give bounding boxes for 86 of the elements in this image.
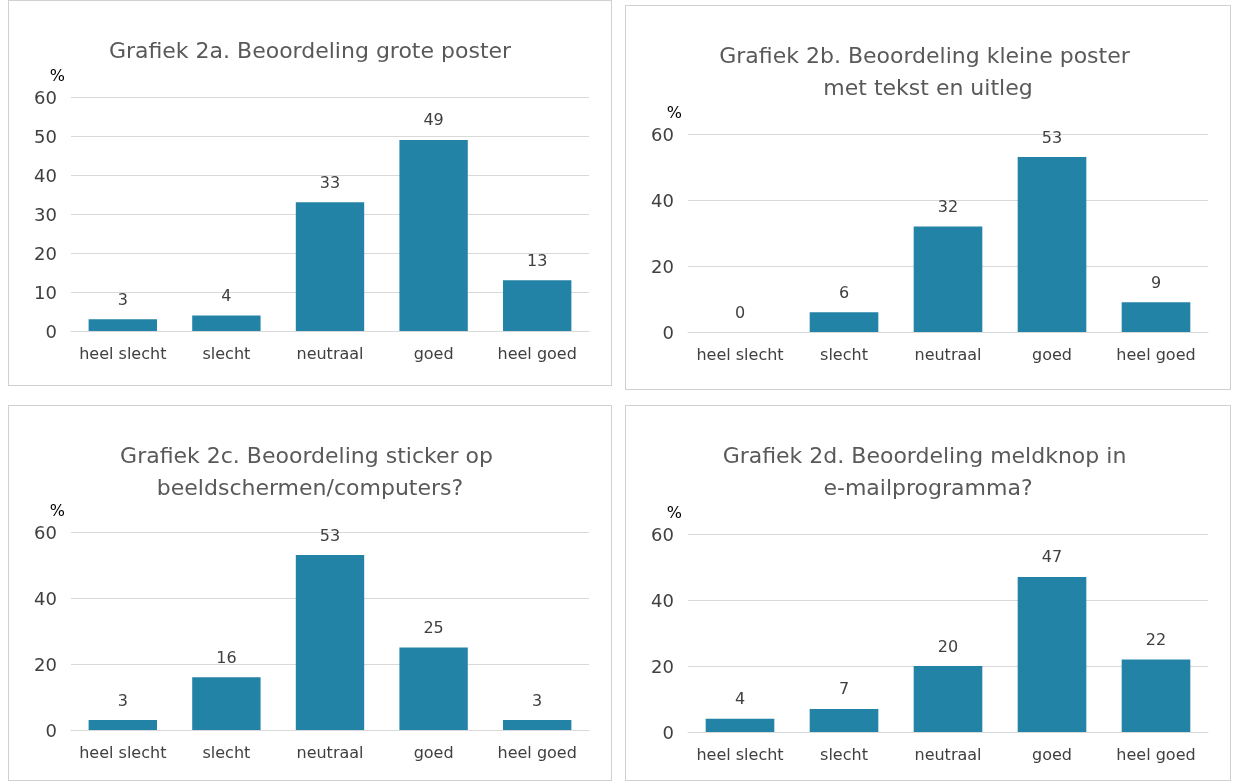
bar [399,139,468,331]
data-label: 49 [423,110,444,130]
x-tick-label: slecht [202,343,251,363]
bar [192,677,261,730]
chart-title: Grafiek 2b. Beoordeling kleine poster met tekst en uitleg [719,42,1137,100]
y-tick-label: 0 [45,719,57,741]
bar [503,280,572,331]
data-label: 7 [838,679,850,699]
data-label: 22 [1145,629,1167,649]
x-tick-label: heel goed [1116,344,1196,364]
y-axis-title: % [49,65,65,85]
x-tick-label: goed [1032,744,1072,764]
bar [88,720,157,730]
bar [809,312,879,332]
y-tick-label: 40 [34,587,57,609]
data-label: 4 [221,285,232,305]
x-tick-label: goed [413,343,454,363]
y-tick-label: 60 [651,123,674,145]
data-label: 9 [1150,272,1162,292]
bar [503,720,572,730]
x-tick-label: heel slecht [696,344,784,364]
bar [1121,302,1191,332]
x-tick-label: neutraal [914,344,982,364]
data-label: 4 [734,689,746,709]
bar [192,315,261,331]
x-tick-label: neutraal [914,744,982,764]
bar [809,708,879,732]
y-tick-label: 40 [651,589,674,611]
y-tick-label: 60 [34,86,57,108]
y-tick-label: 60 [651,523,674,545]
y-tick-label: 20 [651,255,674,277]
bar [295,555,365,730]
y-tick-label: 0 [662,321,674,343]
x-tick-label: heel slecht [696,744,784,764]
data-label: 53 [319,525,341,545]
bar [1017,157,1087,332]
x-tick-label: heel slecht [79,343,167,363]
data-label: 3 [117,690,128,710]
y-tick-label: 30 [34,203,57,225]
bar [399,647,468,730]
bar [295,202,365,331]
y-axis-title: % [666,502,682,522]
data-label: 32 [937,196,959,216]
bar [1017,576,1087,732]
data-label: 53 [1041,127,1063,147]
y-tick-label: 20 [651,655,674,677]
x-tick-label: neutraal [296,343,364,363]
x-tick-label: heel goed [497,742,577,762]
data-label: 0 [734,302,746,322]
x-tick-label: goed [1032,344,1072,364]
data-label: 13 [527,250,548,270]
chart-title: Grafiek 2d. Beoordeling meldknop in e-mailprogramma? [722,442,1134,500]
y-tick-label: 0 [45,320,57,342]
data-label: 6 [838,282,850,302]
x-tick-label: slecht [820,744,868,764]
x-tick-label: slecht [820,344,868,364]
y-tick-label: 20 [34,653,57,675]
bar [88,319,157,331]
y-tick-label: 10 [34,281,57,303]
chart-title: Grafiek 2a. Beoordeling grote poster [108,37,513,63]
x-tick-label: goed [413,742,454,762]
bar [913,666,983,732]
y-tick-label: 50 [34,125,57,147]
x-tick-label: neutraal [296,742,364,762]
data-label: 25 [423,618,444,637]
y-tick-label: 40 [34,164,57,186]
bar [913,226,983,332]
y-tick-label: 20 [34,242,57,264]
chart-title: Grafiek 2c. Beoordeling sticker op beeldschermen/computers? [120,442,500,500]
data-label: 20 [937,636,959,656]
y-tick-label: 0 [662,721,674,743]
y-axis-title: % [49,500,65,520]
y-tick-label: 40 [651,189,674,211]
bar [1121,659,1191,732]
data-label: 33 [319,172,341,192]
bar [705,718,775,732]
data-label: 3 [532,690,543,710]
x-tick-label: slecht [202,742,251,762]
y-tick-label: 60 [34,521,57,543]
data-label: 16 [216,647,237,667]
x-tick-label: heel slecht [79,742,167,762]
x-tick-label: heel goed [1116,744,1196,764]
data-label: 47 [1041,547,1063,567]
y-axis-title: % [666,102,682,122]
data-label: 3 [117,289,128,309]
x-tick-label: heel goed [497,343,577,363]
